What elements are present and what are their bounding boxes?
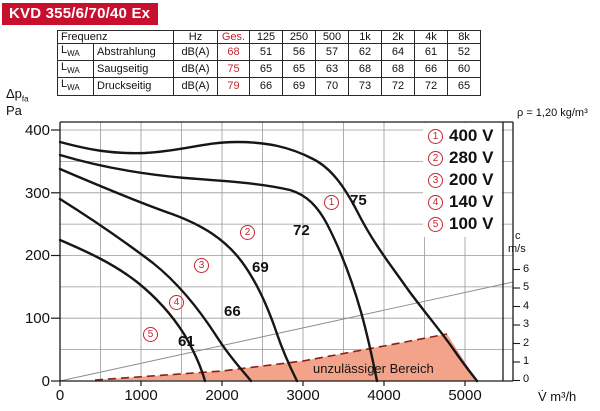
- x-tick-label: 3000: [286, 387, 320, 404]
- curve-5-marker: 5: [143, 327, 158, 342]
- table-cell: 60: [447, 60, 481, 79]
- legend-item: 1 400 V: [428, 126, 493, 146]
- y-axis-label: Δpfa: [6, 86, 29, 104]
- legend-voltage-label: 280 V: [449, 148, 494, 167]
- table-cell: 72: [414, 77, 448, 96]
- legend-item: 4 140 V: [428, 192, 493, 212]
- legend-curve-number: 3: [428, 173, 443, 188]
- c-tick-label: 5: [523, 281, 530, 293]
- y-tick-label: 0: [41, 373, 50, 390]
- x-tick-label: 4000: [367, 387, 401, 404]
- y-tick-label: 100: [24, 310, 50, 327]
- y-tick-label: 300: [24, 185, 50, 202]
- curve-5-db-label: 61: [178, 333, 195, 350]
- acoustic-table-wrap: Frequenz Hz Ges. 125 250 500 1k 2k 4k 8k…: [57, 30, 481, 96]
- table-cell: 68: [348, 60, 382, 79]
- legend-curve-number: 1: [428, 129, 443, 144]
- legend-voltage-label: 400 V: [449, 126, 494, 145]
- y-axis-ticks: [51, 129, 60, 382]
- legend-voltage-label: 140 V: [449, 192, 494, 211]
- air-density-note: ρ = 1,20 kg/m³: [517, 107, 588, 119]
- curve-3-200v: [58, 167, 299, 383]
- legend-curve-number: 4: [428, 195, 443, 210]
- forbidden-region-boundary: [94, 333, 448, 381]
- table-cell: 52: [447, 42, 481, 62]
- curve-2-marker: 2: [240, 225, 255, 240]
- legend-voltage-label: 200 V: [449, 170, 494, 189]
- table-cell: Saugseitig: [93, 60, 174, 79]
- forbidden-region: [95, 334, 477, 381]
- curve-2-db-label: 72: [293, 222, 310, 239]
- curve-4-db-label: 66: [224, 303, 241, 320]
- table-cell: 66: [249, 77, 283, 96]
- x-axis-unit: V̇ m³/h: [538, 389, 577, 404]
- c-tick-label: 6: [523, 263, 530, 275]
- table-cell: dB(A): [173, 77, 218, 96]
- velocity-reference-line: [59, 281, 514, 382]
- c-tick-label: 1: [523, 355, 530, 367]
- legend-item: 5 100 V: [428, 214, 493, 234]
- table-cell: 65: [282, 60, 316, 79]
- acoustic-table: Frequenz Hz Ges. 125 250 500 1k 2k 4k 8k…: [57, 30, 481, 96]
- curve-3-marker: 3: [194, 258, 209, 273]
- y-tick-label: 400: [24, 122, 50, 139]
- x-tick-label: 5000: [448, 387, 482, 404]
- c-tick-label: 4: [523, 300, 530, 312]
- x-tick-label: 2000: [205, 387, 239, 404]
- plot-frame: [59, 121, 514, 382]
- curve-1-400v: [58, 140, 479, 383]
- c-tick-label: 2: [523, 337, 530, 349]
- curve-1-db-label: 75: [350, 192, 367, 209]
- curve-5-100v: [58, 238, 207, 383]
- x-tick-label: 1000: [124, 387, 158, 404]
- curve-4-140v: [58, 197, 253, 383]
- table-cell: 79: [217, 77, 250, 96]
- curve-2-280v: [58, 153, 379, 383]
- c-axis-unit: m/s: [508, 243, 526, 255]
- y-tick-label: 200: [24, 247, 50, 264]
- legend-voltage-label: 100 V: [449, 214, 494, 233]
- c-tick-label: 0: [523, 373, 530, 385]
- table-cell: 56: [282, 42, 316, 62]
- table-cell: 68: [381, 60, 415, 79]
- table-cell: 65: [447, 77, 481, 96]
- table-row: LWA Druckseitig dB(A) 79 66 69 70 73 72 …: [57, 77, 481, 96]
- forbidden-region-label: unzulässiger Bereich: [313, 361, 434, 376]
- legend-curve-number: 5: [428, 217, 443, 232]
- legend-item: 2 280 V: [428, 148, 493, 168]
- c-tick-label: 3: [523, 318, 530, 330]
- y-axis-unit: Pa: [6, 103, 22, 118]
- legend-curve-number: 2: [428, 151, 443, 166]
- legend-item: 3 200 V: [428, 170, 493, 190]
- curve-3-db-label: 69: [252, 259, 269, 276]
- page-title: KVD 355/6/70/40 Ex: [2, 3, 159, 25]
- table-row: LWA Saugseitig dB(A) 75 65 65 63 68 68 6…: [57, 60, 481, 79]
- c-axis-ticks: [513, 268, 520, 382]
- curve-4-marker: 4: [169, 295, 184, 310]
- curve-1-marker: 1: [324, 195, 339, 210]
- table-cell: Druckseitig: [93, 77, 174, 96]
- table-cell: LWA: [57, 42, 94, 62]
- x-axis-ticks: [59, 381, 466, 386]
- x-tick-label: 0: [55, 387, 65, 404]
- c-axis-label: c: [515, 230, 521, 242]
- table-row: LWA Abstrahlung dB(A) 68 51 56 57 62 64 …: [57, 42, 481, 62]
